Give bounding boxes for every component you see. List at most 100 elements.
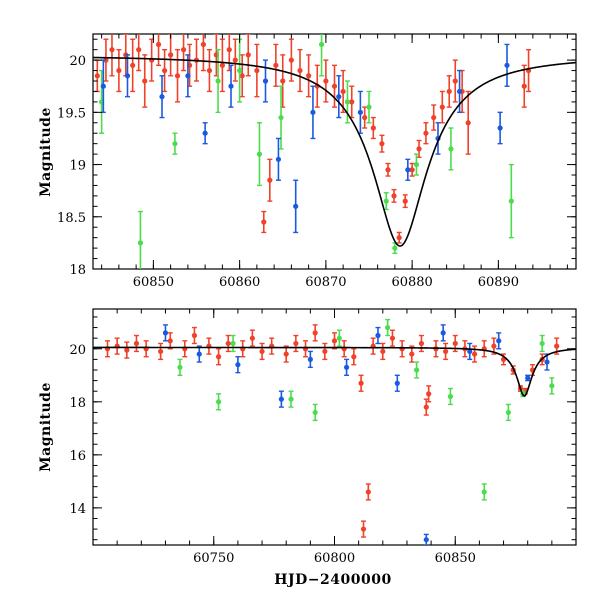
data-point [100, 83, 106, 89]
data-point [418, 340, 425, 347]
data-point [256, 151, 263, 157]
data-point [206, 67, 213, 74]
data-point [351, 354, 357, 360]
data-point [237, 67, 243, 74]
data-point [103, 57, 109, 63]
data-point [409, 351, 415, 357]
data-point [471, 351, 478, 357]
data-point [262, 78, 269, 84]
data-point [497, 125, 503, 131]
x-tick-label: 60860 [219, 275, 260, 290]
data-point [391, 193, 397, 199]
data-point [504, 62, 510, 68]
data-point [293, 203, 299, 209]
data-point [344, 99, 351, 105]
y-tick-label: 18 [69, 263, 86, 278]
data-point [465, 120, 471, 126]
data-point [413, 161, 420, 168]
data-point [124, 347, 130, 353]
data-point [306, 73, 312, 79]
x-tick-label: 60880 [391, 275, 432, 290]
data-point [525, 375, 531, 381]
plot-frame [92, 33, 577, 270]
y-tick-label: 19 [69, 159, 86, 174]
data-point [174, 73, 181, 79]
data-point [232, 57, 238, 63]
data-point [167, 338, 173, 344]
x-tick-label: 60870 [305, 275, 346, 290]
data-point [396, 235, 402, 241]
model-curve [93, 346, 576, 397]
top-plot-area: 60850 60860 60870 60880 60890 18 18.5 19 19.5 20 [57, 33, 577, 290]
data-point [159, 94, 165, 100]
data-point [228, 83, 234, 89]
data-point [491, 343, 497, 349]
data-point [168, 52, 174, 58]
data-point [94, 73, 100, 79]
data-point [191, 332, 198, 339]
data-point [225, 340, 231, 347]
data-point [288, 57, 294, 63]
y-tick-label: 19.5 [57, 106, 86, 121]
top-y-axis-label: Magnitude [38, 107, 54, 197]
data-point [196, 351, 202, 357]
data-point [177, 364, 183, 370]
bottom-panel: 60750 60800 60850 14 16 18 20 Magnitude HJD−24… [38, 308, 577, 588]
data-point [116, 67, 122, 74]
data-point [275, 156, 282, 162]
data-point [544, 359, 550, 365]
data-point [226, 47, 232, 53]
data-point [380, 348, 386, 355]
x-tick-label: 60890 [478, 275, 519, 290]
data-point [389, 335, 396, 341]
data-point [215, 399, 222, 405]
data-point [399, 346, 405, 352]
data-point [357, 109, 363, 115]
data-point [249, 335, 255, 341]
data-point [215, 78, 221, 84]
data-point [180, 47, 187, 53]
data-point [481, 489, 487, 495]
data-point [379, 141, 385, 147]
data-point [245, 52, 251, 58]
data-point [431, 114, 437, 121]
data-point [423, 130, 429, 136]
data-point [202, 130, 208, 136]
data-point [448, 146, 454, 152]
data-point [440, 330, 446, 336]
data-point [394, 380, 400, 386]
data-point [310, 109, 316, 115]
data-point [254, 67, 260, 74]
data-point [219, 62, 225, 68]
data-point [293, 340, 299, 347]
data-point [508, 198, 514, 204]
data-point [161, 67, 168, 74]
data-point [366, 104, 372, 110]
data-point [278, 396, 284, 402]
data-point [331, 338, 338, 344]
data-point [136, 47, 142, 53]
x-tick-label: 60750 [193, 551, 234, 566]
data-point [109, 47, 115, 53]
y-tick-label: 16 [69, 449, 86, 464]
y-tick-label: 18.5 [57, 211, 86, 226]
data-point [426, 391, 432, 397]
data-point [423, 404, 429, 410]
data-point [362, 114, 368, 121]
data-point [414, 367, 420, 373]
data-point [172, 141, 178, 147]
data-point [539, 340, 545, 347]
data-point [365, 489, 371, 495]
data-point [200, 41, 206, 48]
data-point [456, 88, 463, 95]
data-point [259, 348, 265, 355]
data-point [235, 362, 241, 368]
data-point [452, 340, 458, 347]
data-point [124, 73, 131, 79]
data-point [297, 67, 303, 74]
data-point [360, 526, 367, 532]
data-point [283, 351, 289, 357]
data-point [349, 99, 355, 105]
data-point [416, 146, 422, 152]
